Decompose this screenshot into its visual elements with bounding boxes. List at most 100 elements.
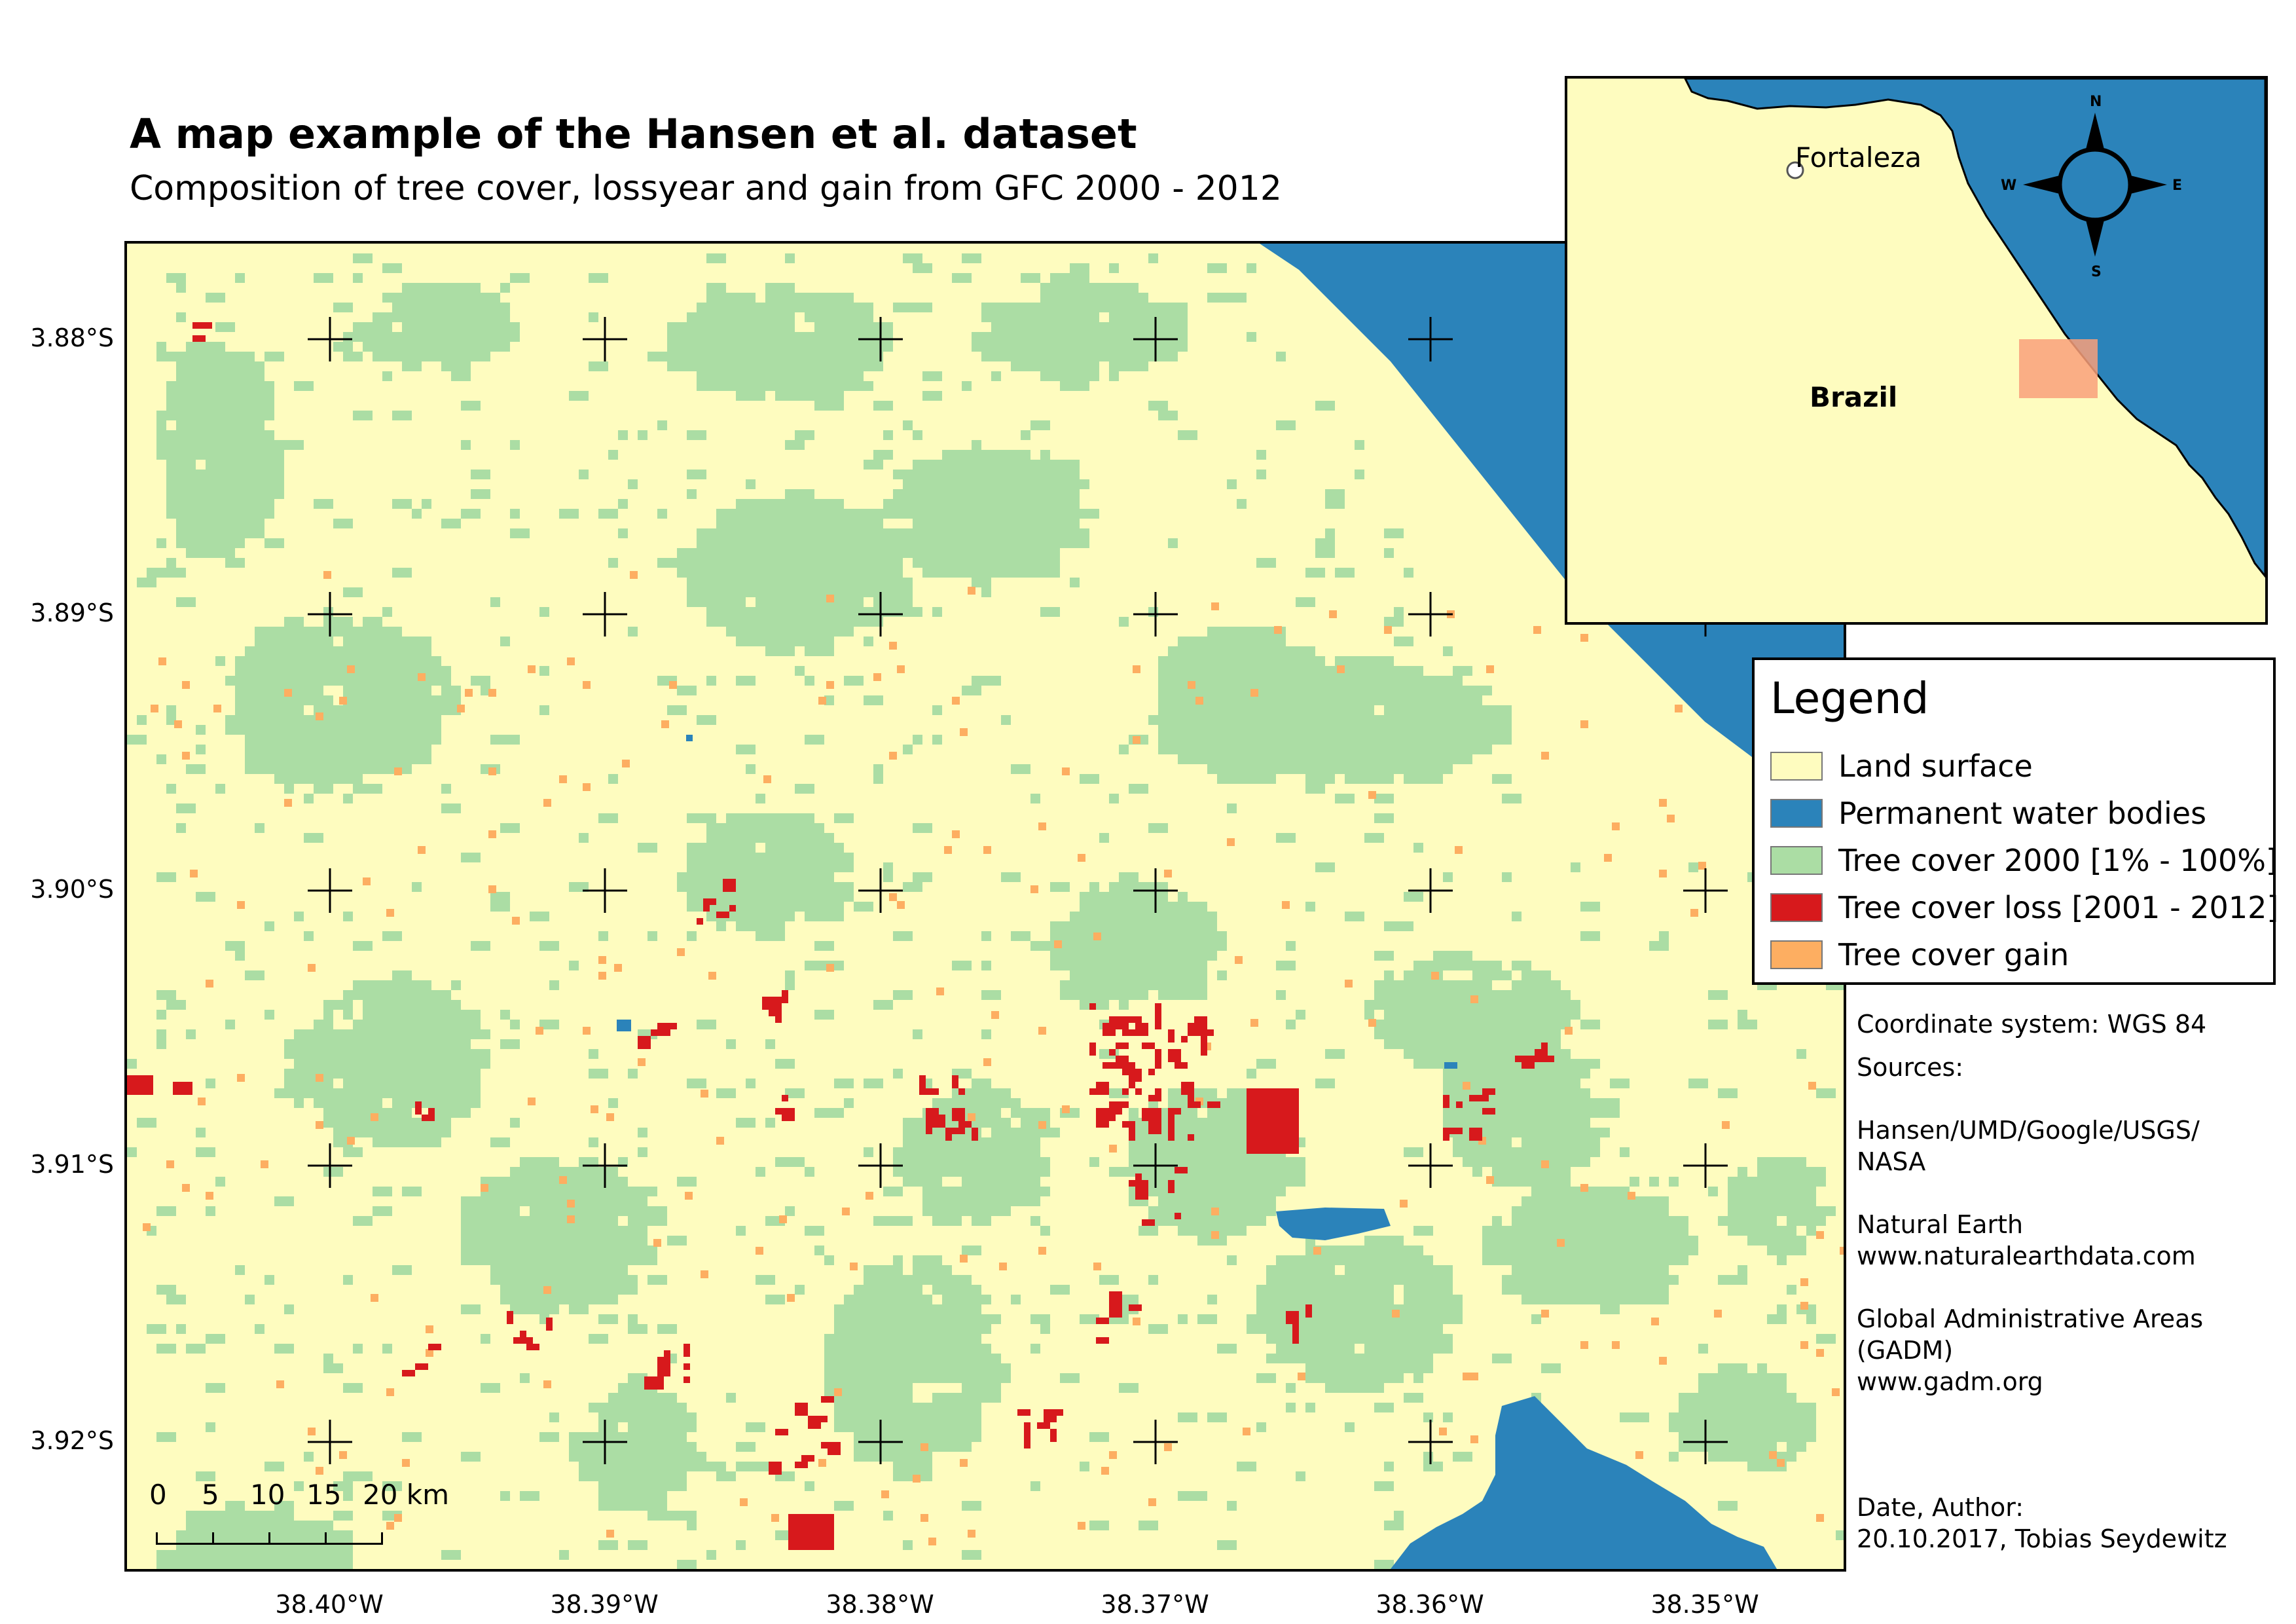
tree-cover-pixel <box>1659 1216 1688 1236</box>
tree-cover-pixel <box>736 627 746 646</box>
tree-cover-pixel <box>814 568 834 578</box>
tree-cover-pixel <box>1433 1314 1443 1324</box>
tree-cover-pixel <box>569 1187 598 1196</box>
tree-cover-pixel <box>854 587 864 607</box>
tree-cover-pixel <box>255 460 274 479</box>
tree-cover-pixel <box>1610 1255 1620 1265</box>
tree-cover-pixel <box>206 460 235 470</box>
tree-cover-pixel <box>1728 1432 1738 1452</box>
tree-cover-pixel <box>431 695 461 715</box>
tree-cover-pixel <box>392 1059 402 1079</box>
tree-cover-pixel <box>1345 1275 1364 1285</box>
tree-cover-pixel <box>824 1363 834 1373</box>
tree-cover-pixel <box>1011 1187 1040 1196</box>
tree-cover-pixel <box>539 1265 549 1285</box>
tree-cover-pixel <box>765 813 785 833</box>
tree-cover-pixel <box>667 1403 687 1422</box>
tree-cover-pixel <box>323 1118 333 1128</box>
tree-cover-pixel <box>952 450 981 460</box>
tree-cover-pixel <box>245 450 264 460</box>
tree-cover-pixel <box>932 1177 942 1187</box>
tree-cover-pixel <box>775 587 785 607</box>
tree-cover-pixel <box>962 1314 991 1324</box>
tree-cover-pixel <box>1276 754 1305 764</box>
tree-cover-pixel <box>353 676 363 695</box>
tree-cover-pixel <box>805 312 834 322</box>
tree-cover-pixel <box>736 361 765 381</box>
tree-cover-pixel <box>1512 1265 1531 1275</box>
tree-cover-pixel <box>196 528 215 538</box>
tree-cover-pixel <box>805 303 834 312</box>
tree-cover-pixel <box>893 1304 903 1324</box>
tree-cover-pixel <box>1433 951 1453 970</box>
tree-cover-pixel <box>471 1255 481 1265</box>
tree-cover-pixel <box>922 558 932 578</box>
tree-cover-pixel <box>991 303 1011 322</box>
map-subtitle: Composition of tree cover, lossyear and … <box>130 169 1282 208</box>
tree-cover-pixel <box>1355 686 1364 705</box>
tree-cover-pixel <box>1266 705 1276 715</box>
tree-cover-pixel <box>706 332 726 342</box>
tree-cover-pixel <box>1649 1206 1659 1226</box>
tree-cover-pixel <box>225 676 235 686</box>
tree-cover-pixel <box>1001 1137 1021 1147</box>
tree-cover-pixel <box>962 1167 972 1177</box>
tree-cover-pixel <box>1050 489 1060 499</box>
tree-cover-pixel <box>873 1295 883 1304</box>
tree-cover-pixel <box>1109 361 1129 371</box>
tree-cover-pixel <box>461 1246 471 1255</box>
tree-cover-pixel <box>1345 1246 1364 1255</box>
tree-cover-pixel <box>1767 1393 1787 1403</box>
tree-cover-pixel <box>657 1462 677 1471</box>
tree-cover-pixel <box>1129 293 1148 303</box>
tree-cover-pixel <box>1247 1187 1266 1206</box>
tree-cover-pixel <box>716 371 726 391</box>
tree-cover-pixel <box>765 882 775 902</box>
tree-cover-pixel <box>972 1167 981 1187</box>
tree-cover-pixel <box>972 479 991 489</box>
tree-cover-pixel <box>1384 705 1394 715</box>
tree-cover-pixel <box>1423 1334 1453 1354</box>
tree-cover-pixel <box>1787 1412 1816 1422</box>
tree-cover-pixel <box>1266 1167 1296 1187</box>
tree-cover-pixel <box>981 1118 991 1128</box>
tree-cover-pixel <box>913 1255 922 1275</box>
tree-cover-pixel <box>1482 1000 1502 1010</box>
tree-cover-pixel <box>431 293 451 312</box>
tree-cover-pixel <box>1178 754 1197 764</box>
tree-cover-pixel <box>255 735 274 745</box>
tree-cover-pixel <box>323 1049 333 1059</box>
tree-cover-pixel <box>746 882 756 892</box>
tree-cover-pixel <box>274 764 294 774</box>
tree-cover-pixel <box>1296 745 1305 754</box>
tree-cover-pixel <box>844 568 854 578</box>
tree-cover-pixel <box>1227 725 1237 735</box>
tree-cover-pixel <box>1158 1196 1168 1206</box>
tree-cover-pixel <box>1050 361 1060 371</box>
tree-cover-pixel <box>382 745 392 764</box>
tree-cover-pixel <box>814 332 824 352</box>
tree-cover-pixel <box>1551 1246 1561 1255</box>
tree-cover-pixel <box>441 352 451 371</box>
tree-cover-pixel <box>1011 1108 1030 1118</box>
tree-cover-pixel <box>1453 1020 1472 1039</box>
tree-cover-pixel <box>746 627 756 646</box>
tree-cover-pixel <box>1276 1354 1286 1363</box>
tree-cover-pixel <box>1443 735 1463 754</box>
tree-cover-pixel <box>1590 1275 1610 1285</box>
tree-cover-pixel <box>451 1010 481 1029</box>
tree-cover-pixel <box>156 411 166 430</box>
tree-cover-pixel <box>1394 735 1413 745</box>
tree-cover-pixel <box>952 1412 981 1422</box>
tree-cover-pixel <box>1541 1187 1551 1196</box>
tree-cover-pixel <box>235 361 245 371</box>
tree-cover-pixel <box>981 332 991 342</box>
tree-cover-pixel <box>608 1187 628 1206</box>
tree-cover-pixel <box>1364 1000 1374 1020</box>
tree-cover-pixel <box>1050 479 1080 489</box>
tree-cover-pixel <box>922 460 932 479</box>
tree-cover-pixel <box>618 1383 628 1393</box>
tree-cover-pixel <box>353 980 373 1000</box>
tree-cover-pixel <box>1571 1216 1600 1236</box>
tree-cover-pixel <box>765 617 775 627</box>
